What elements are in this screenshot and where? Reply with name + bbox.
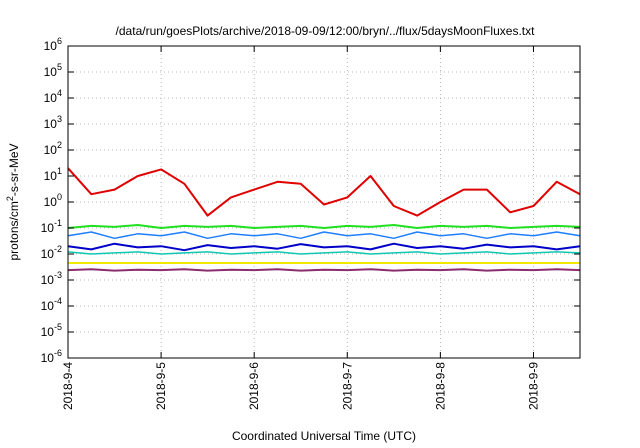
y-tick-exponent: 0 <box>57 192 62 202</box>
y-tick-base: 10 <box>44 117 58 131</box>
y-axis-label-sup: 2 <box>5 196 15 201</box>
y-tick-exponent: -5 <box>54 322 62 332</box>
x-tick-label: 2018-9-5 <box>154 362 168 410</box>
y-tick-label: 10-5 <box>41 322 62 339</box>
y-tick-exponent: -6 <box>54 348 62 358</box>
x-tick-label: 2018-9-7 <box>340 362 354 410</box>
y-tick-base: 10 <box>41 299 55 313</box>
y-tick-label: 106 <box>44 36 62 53</box>
y-tick-base: 10 <box>44 91 58 105</box>
y-tick-label: 100 <box>44 192 62 209</box>
y-tick-base: 10 <box>41 273 55 287</box>
series-line-1 <box>67 167 581 217</box>
y-tick-label: 101 <box>44 166 62 183</box>
x-tick-label: 2018-9-8 <box>433 362 447 410</box>
series-line-5 <box>67 251 581 255</box>
x-tick-label: 2018-9-9 <box>526 362 540 410</box>
y-tick-exponent: -2 <box>54 244 62 254</box>
y-tick-base: 10 <box>41 351 55 365</box>
series-line-7 <box>67 268 581 272</box>
y-tick-exponent: 2 <box>57 140 62 150</box>
y-tick-exponent: -4 <box>54 296 62 306</box>
y-tick-label: 105 <box>44 62 62 79</box>
series-layer <box>67 167 581 272</box>
y-tick-base: 10 <box>44 65 58 79</box>
x-axis-label: Coordinated Universal Time (UTC) <box>232 429 416 443</box>
chart-title: /data/run/goesPlots/archive/2018-09-09/1… <box>116 24 536 38</box>
y-axis-label: protons/cm2-s-sr-MeV <box>5 143 21 260</box>
y-tick-exponent: 1 <box>57 166 62 176</box>
y-tick-label: 103 <box>44 114 62 131</box>
x-tick-label: 2018-9-6 <box>247 362 261 410</box>
y-tick-label: 104 <box>44 88 62 105</box>
series-line-2 <box>67 224 581 229</box>
y-tick-label: 10-1 <box>41 218 62 235</box>
y-tick-base: 10 <box>41 325 55 339</box>
y-axis-label-rest: -s-sr-MeV <box>7 143 21 196</box>
y-tick-label: 10-2 <box>41 244 62 261</box>
y-tick-base: 10 <box>44 195 58 209</box>
y-tick-exponent: 3 <box>57 114 62 124</box>
y-tick-label: 10-4 <box>41 296 62 313</box>
y-tick-base: 10 <box>44 169 58 183</box>
y-axis-label-base: protons/cm <box>7 201 21 260</box>
y-tick-base: 10 <box>44 143 58 157</box>
y-tick-base: 10 <box>41 247 55 261</box>
x-tick-label: 2018-9-4 <box>61 362 75 410</box>
y-tick-base: 10 <box>44 39 58 53</box>
y-tick-base: 10 <box>41 221 55 235</box>
y-tick-exponent: -3 <box>54 270 62 280</box>
grid <box>68 46 580 358</box>
series-line-4 <box>67 242 581 252</box>
y-tick-exponent: 6 <box>57 36 62 46</box>
x-axis: 2018-9-4 2018-9-5 2018-9-6 2018-9-7 2018-9-8… <box>61 46 540 410</box>
y-tick-label: 10-6 <box>41 348 62 365</box>
y-axis: 10-610-510-410-310-210-11001011021031041… <box>41 36 580 365</box>
y-tick-exponent: 5 <box>57 62 62 72</box>
y-tick-label: 102 <box>44 140 62 157</box>
y-tick-label: 10-3 <box>41 270 62 287</box>
series-line-3 <box>67 231 581 240</box>
y-tick-exponent: 4 <box>57 88 62 98</box>
y-tick-exponent: -1 <box>54 218 62 228</box>
